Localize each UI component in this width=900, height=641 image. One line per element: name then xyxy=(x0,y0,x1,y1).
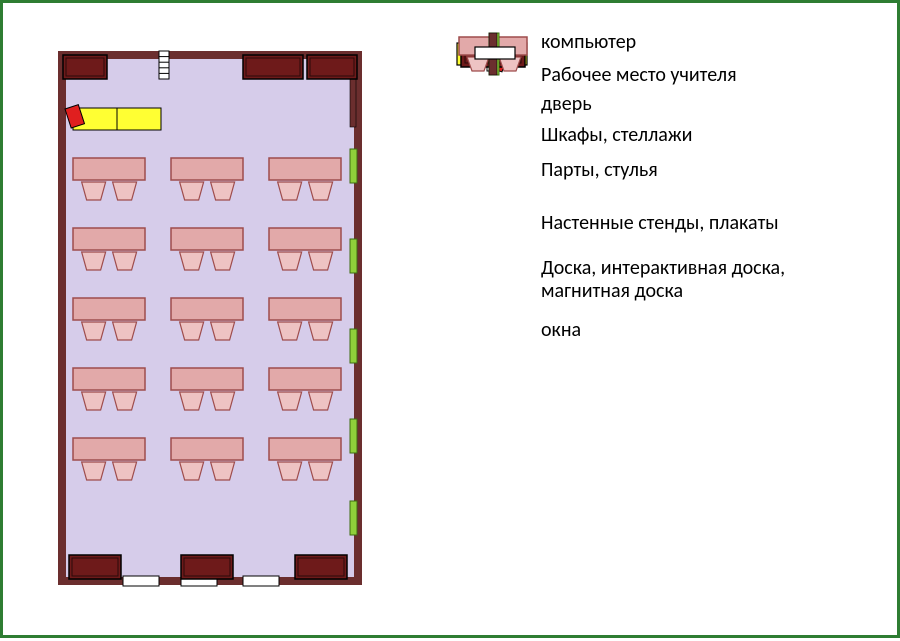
legend: компьютер Рабочее место учителя дверь Шкафы… xyxy=(451,31,871,352)
legend-label: дверь xyxy=(541,93,592,116)
legend-label: Доска, интерактивная доска, магнитная до… xyxy=(541,257,785,303)
legend-item-door: дверь xyxy=(451,93,871,116)
legend-label: Настенные стенды, плакаты xyxy=(541,212,779,235)
legend-item-board: Доска, интерактивная доска, магнитная до… xyxy=(451,257,871,303)
legend-item-window: окна xyxy=(451,319,871,342)
legend-label: компьютер xyxy=(541,31,636,54)
legend-label: окна xyxy=(541,319,581,342)
legend-item-desk: Парты, стулья xyxy=(451,159,871,182)
legend-item-stand: Настенные стенды, плакаты xyxy=(451,212,871,235)
legend-label: Рабочее место учителя xyxy=(541,64,737,87)
diagram-stage: компьютер Рабочее место учителя дверь Шкафы… xyxy=(0,0,900,638)
legend-item-cabinet: Шкафы, стеллажи xyxy=(451,124,871,147)
legend-label: Шкафы, стеллажи xyxy=(541,124,692,147)
legend-label: Парты, стулья xyxy=(541,159,658,182)
